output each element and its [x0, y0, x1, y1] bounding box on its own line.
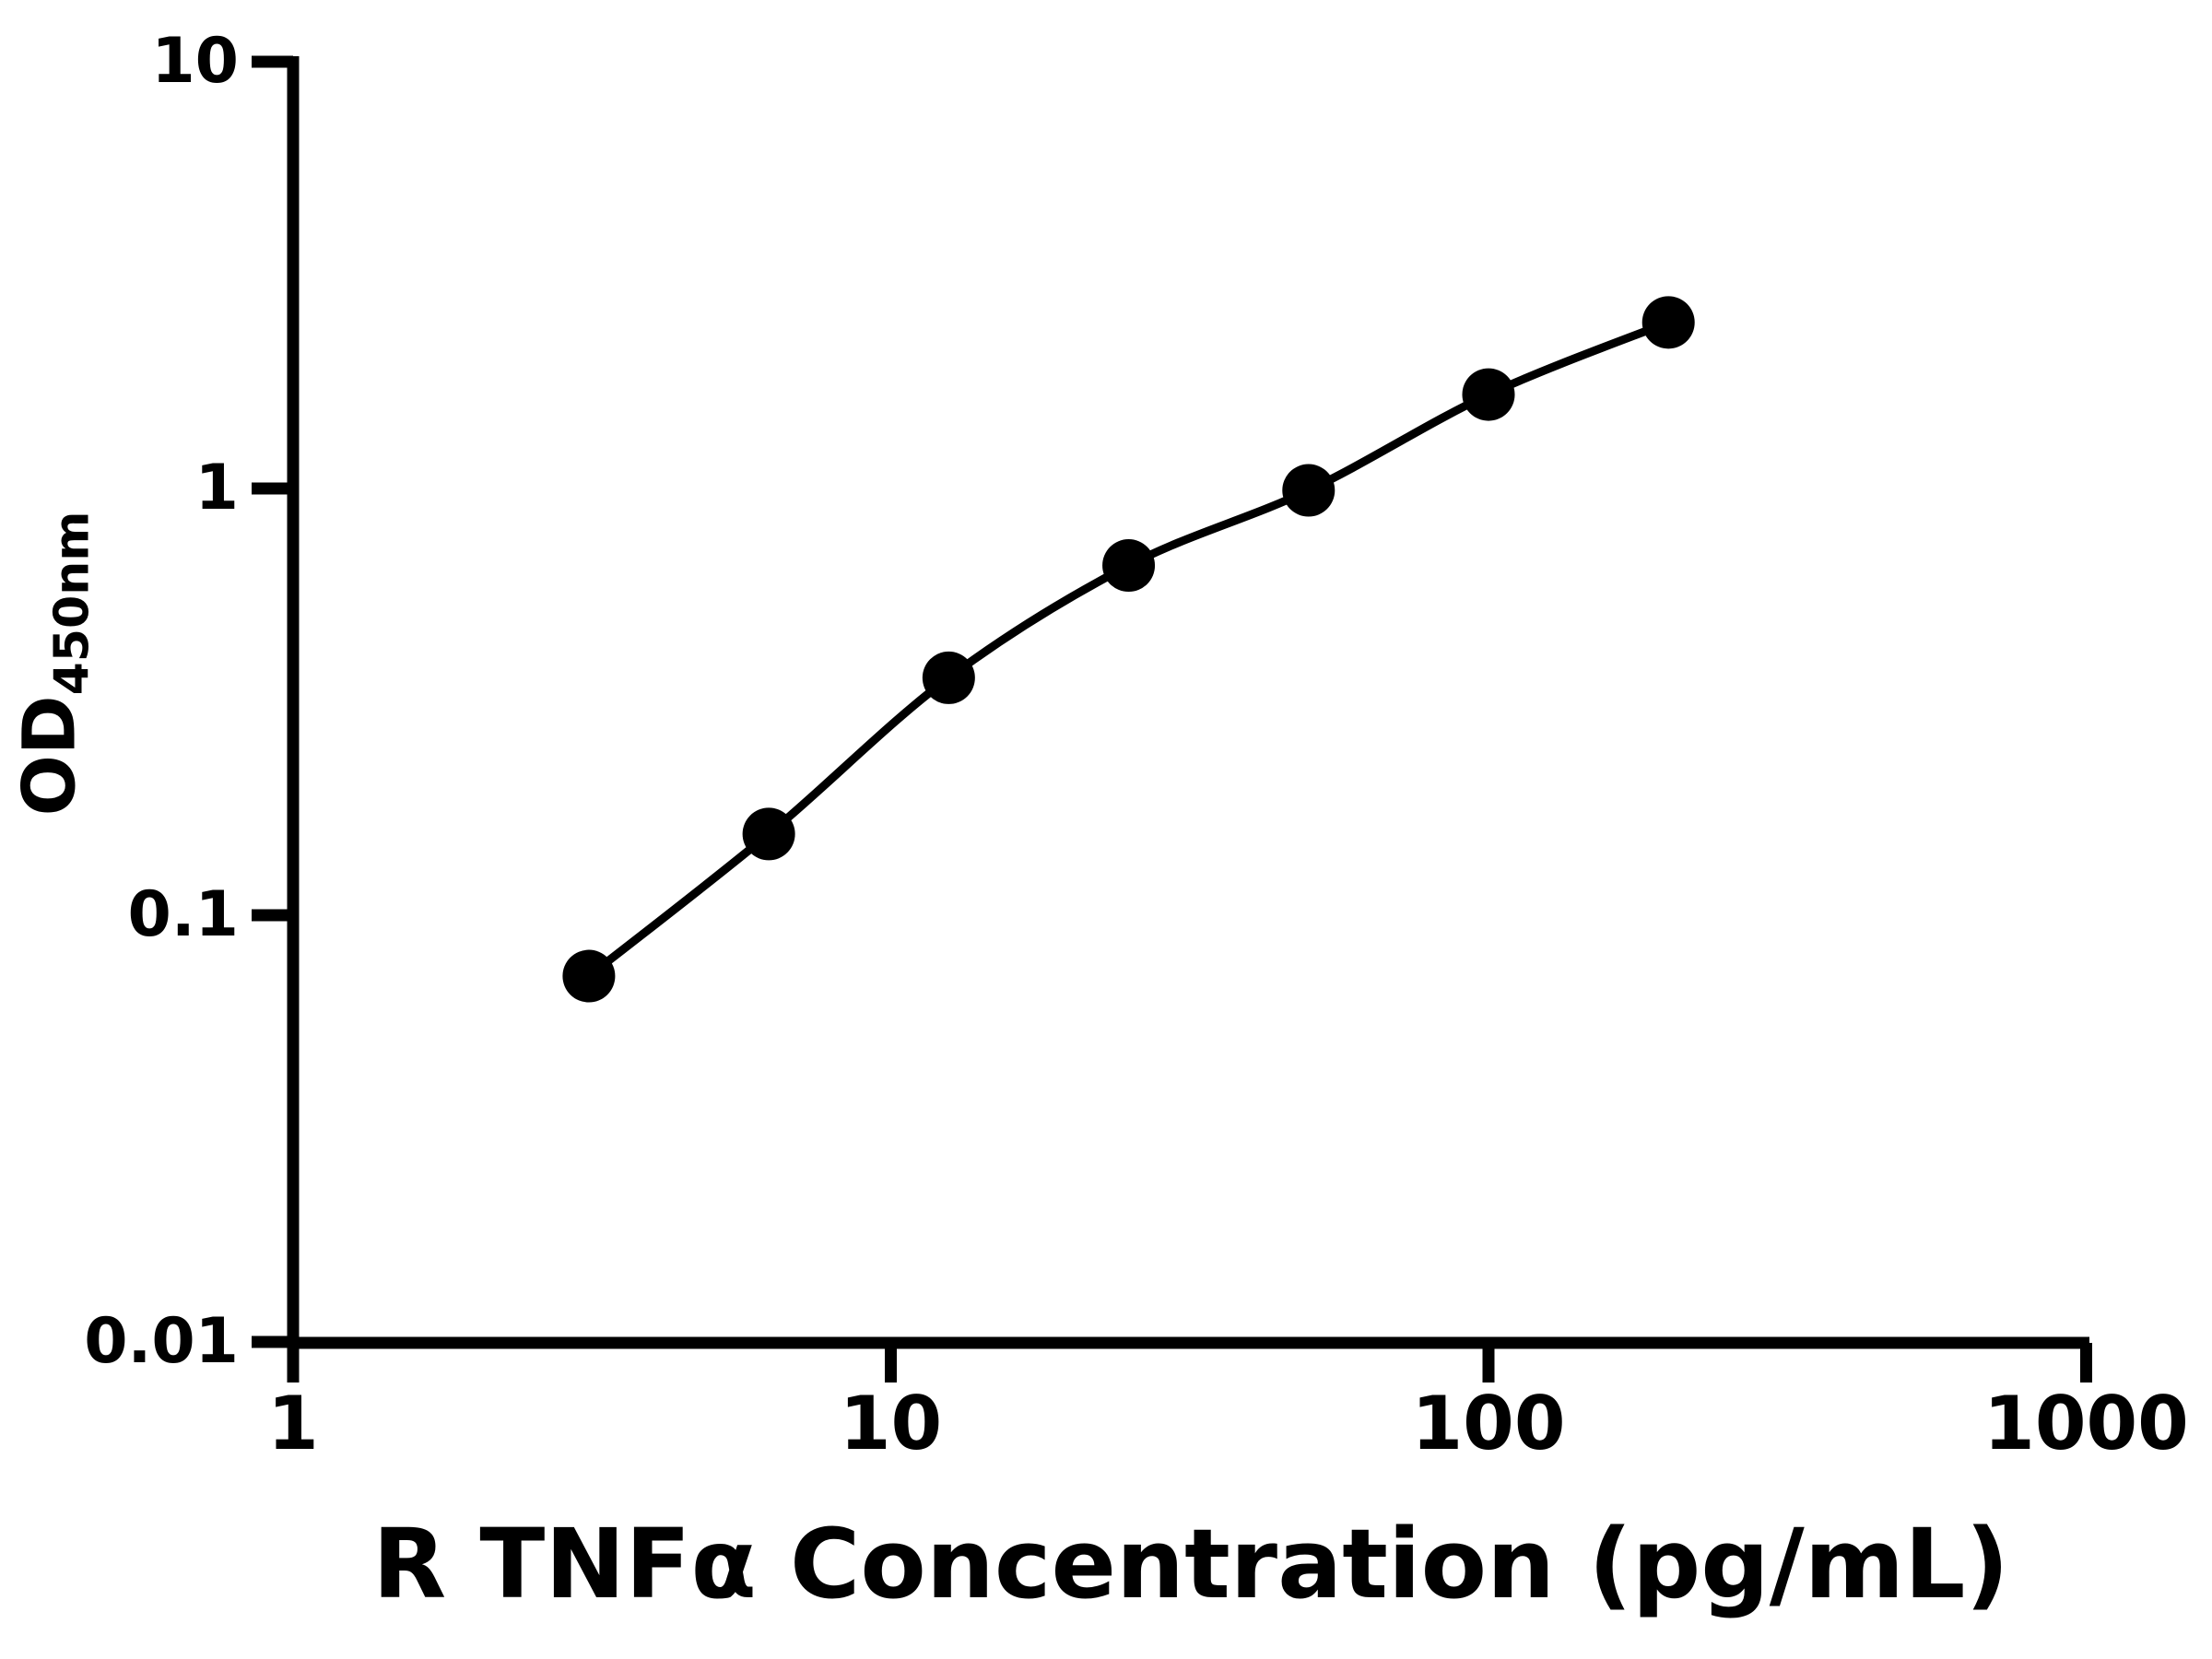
y-tick-label: 0.01 — [84, 1305, 239, 1378]
x-tick-label: 1000 — [1983, 1381, 2189, 1466]
data-point-marker — [1282, 464, 1335, 517]
x-tick-label: 10 — [839, 1381, 943, 1466]
fit-curve-line — [586, 318, 1670, 980]
data-point-marker — [1462, 368, 1515, 421]
y-tick-label: 1 — [194, 452, 239, 524]
data-point-marker — [1641, 296, 1695, 349]
data-point-marker — [922, 651, 975, 704]
y-axis-title-subscript: 450nm — [44, 511, 100, 696]
axis-spines — [287, 56, 2089, 1349]
x-axis-title: R TNFα Concentration (pg/mL) — [372, 1508, 2009, 1620]
data-point-marker — [742, 807, 795, 861]
x-tick-label: 100 — [1411, 1381, 1566, 1466]
y-tick-label: 10 — [151, 25, 239, 98]
x-tick-label: 1 — [267, 1381, 319, 1466]
y-axis-title: OD450nm — [9, 511, 100, 817]
data-point-marker — [1102, 539, 1156, 593]
data-point-marker — [562, 949, 616, 1003]
y-axis-title-main: OD — [8, 695, 92, 817]
y-tick-label: 0.1 — [127, 878, 239, 951]
